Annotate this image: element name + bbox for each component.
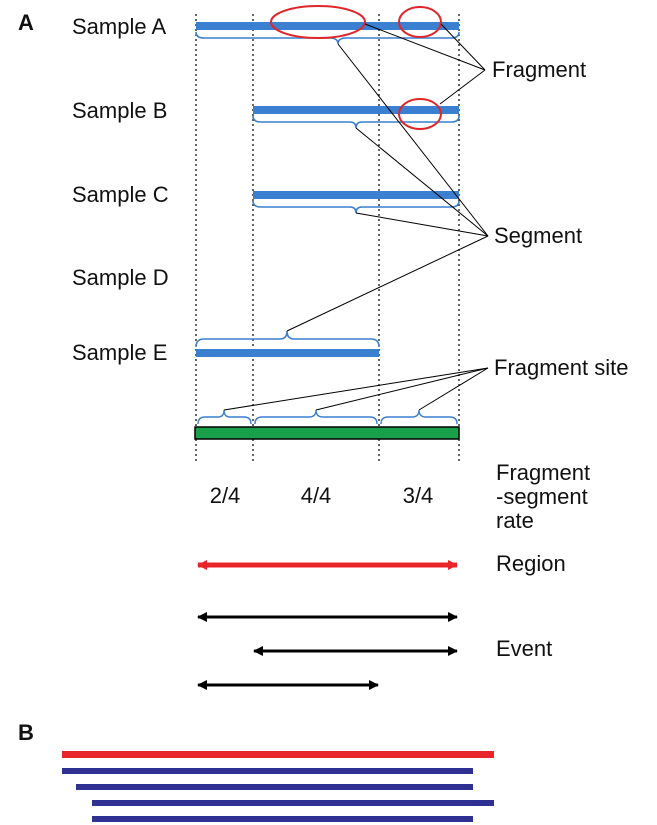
segment-bars [196,22,459,357]
sample-e-label: Sample E [72,340,167,365]
fragment-ellipse [398,6,442,38]
callout-line [315,367,489,411]
fragment-ellipses [270,5,442,130]
rate-label-line: -segment [496,484,588,509]
sample-a-label: Sample A [72,14,166,39]
rate-label-line: rate [496,508,534,533]
fragment-site-brackets [197,409,458,425]
sample-b-segment [253,106,459,114]
region-label: Region [496,551,566,576]
fragment-site-bracket [254,409,378,425]
fragment-site-bracket [197,409,252,425]
fragment-site-callout: Fragment site [494,355,629,380]
panel-b-bars [62,751,494,822]
rate-value: 4/4 [301,483,332,508]
callout-line [286,235,489,332]
callout-line [364,23,486,71]
sample-c-segment [253,191,459,199]
segment-brackets [195,31,460,348]
sample-b-bracket [252,115,460,129]
sample-a-segment [196,22,459,30]
callout-line [440,23,486,71]
sample-e-bracket [195,330,380,348]
sample-d-label: Sample D [72,265,169,290]
sample-e-segment [196,349,379,357]
fragment-ellipse [398,98,442,130]
sample-b-label: Sample B [72,98,167,123]
callout-line [439,69,486,105]
fragment-site-bracket [380,409,458,425]
fragment-callout: Fragment [492,57,586,82]
panel-b-navy-bar [62,768,473,774]
panel-b-navy-bar [92,816,473,822]
panel-a-label: A [18,10,34,35]
event-label: Event [496,636,552,661]
sample-c-bracket [252,200,460,214]
rate-label-line: Fragment [496,460,590,485]
fragment-site-bar [194,426,460,440]
panel-b-red-bar [62,751,494,758]
rate-value: 3/4 [403,483,434,508]
panel-b-navy-bar [76,784,473,790]
callout-line [337,43,489,237]
panel-b-label: B [18,720,34,745]
sample-c-label: Sample C [72,182,169,207]
panel-b-navy-bar [92,800,494,806]
callout-line [355,212,489,237]
callout-lines [223,23,489,411]
callout-line [418,367,489,411]
boundary-lines [195,14,460,462]
rate-value: 2/4 [210,483,241,508]
callout-line [223,367,489,411]
fragment-ellipse [270,5,366,39]
segment-callout: Segment [494,223,582,248]
callout-line [355,127,489,237]
